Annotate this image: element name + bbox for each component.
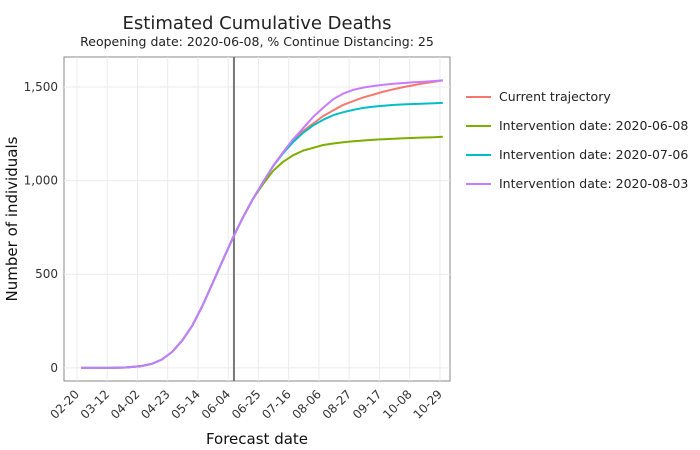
y-tick-labels: 0 500 1,000 1,500 xyxy=(24,80,58,375)
chart-subtitle: Reopening date: 2020-06-08, % Continue D… xyxy=(80,34,434,49)
x-tick-label: 08-06 xyxy=(289,387,324,422)
x-tick-label: 06-04 xyxy=(199,387,234,422)
x-tick-label: 03-12 xyxy=(78,387,113,422)
x-tick-label: 04-23 xyxy=(138,387,173,422)
legend-label-1: Intervention date: 2020-06-08 xyxy=(499,118,688,133)
x-tick-label: 10-08 xyxy=(380,387,415,422)
x-axis-title: Forecast date xyxy=(206,430,308,448)
series-lines xyxy=(81,79,443,369)
x-tick-label: 07-16 xyxy=(259,387,294,422)
x-tick-label: 04-02 xyxy=(108,387,143,422)
x-tick-label: 10-29 xyxy=(410,387,445,422)
legend-label-3: Intervention date: 2020-08-03 xyxy=(499,176,688,191)
series-line-3 xyxy=(81,79,443,369)
y-tick-label: 500 xyxy=(35,267,58,281)
y-tick-label: 0 xyxy=(50,361,58,375)
chart-title: Estimated Cumulative Deaths xyxy=(123,13,392,34)
x-tick-label: 08-27 xyxy=(320,387,355,422)
legend-label-0: Current trajectory xyxy=(499,89,611,104)
x-tick-labels: 02-2003-1204-0204-2305-1406-0406-2507-16… xyxy=(48,387,446,422)
legend-label-2: Intervention date: 2020-07-06 xyxy=(499,147,688,162)
y-axis-title: Number of individuals xyxy=(3,136,21,301)
x-tick-label: 06-25 xyxy=(229,387,264,422)
x-tick-label: 02-20 xyxy=(48,387,83,422)
legend: Current trajectory Intervention date: 202… xyxy=(466,89,688,191)
y-tick-label: 1,000 xyxy=(24,174,58,188)
x-tick-label: 05-14 xyxy=(169,387,204,422)
x-tick-label: 09-17 xyxy=(350,387,385,422)
plot-panel xyxy=(63,56,451,382)
y-tick-label: 1,500 xyxy=(24,80,58,94)
